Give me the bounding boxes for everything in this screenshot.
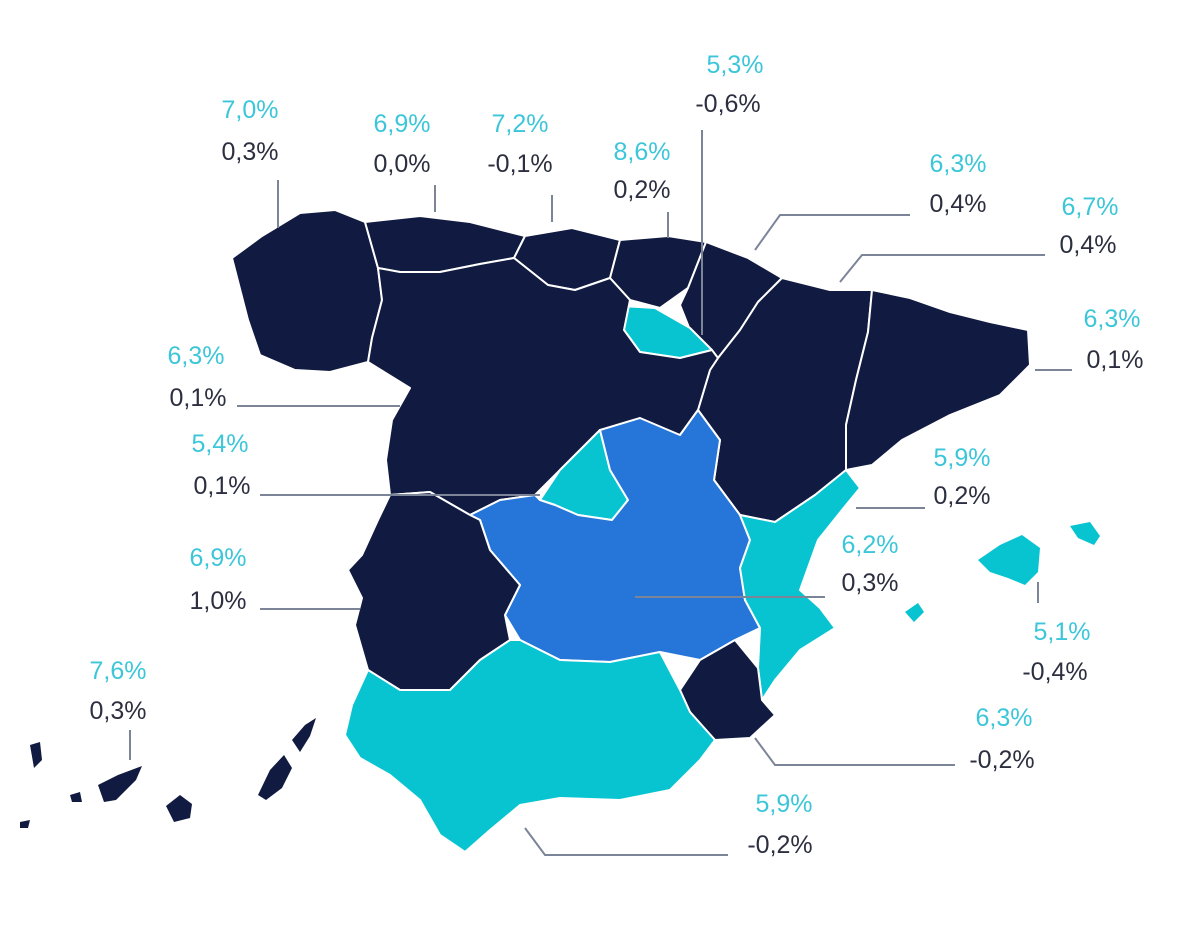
pais-vasco-value-top: 8,6% [614, 138, 671, 166]
leader-lines [129, 130, 1072, 856]
valencia-value-bottom: 0,2% [934, 482, 991, 510]
region-galicia [231, 209, 383, 373]
leader-andalucia [524, 827, 728, 856]
island-gomera [70, 792, 82, 802]
canarias-value-top: 7,6% [90, 657, 147, 685]
cantabria-value-top: 7,2% [492, 110, 549, 138]
extremadura-value-bottom: 1,0% [190, 587, 247, 615]
cantabria-value-bottom: -0,1% [487, 150, 552, 178]
andalucia-value-bottom: -0,2% [747, 831, 812, 859]
la-rioja-value-top: 5,3% [707, 51, 764, 79]
aragon-value-top: 6,7% [1062, 193, 1119, 221]
la-rioja-value-bottom: -0,6% [695, 90, 760, 118]
baleares-value-top: 5,1% [1034, 618, 1091, 646]
island-la-palma [30, 742, 42, 768]
island-fuerteventura [258, 755, 292, 800]
island-tenerife [98, 766, 142, 802]
region-murcia [679, 639, 776, 741]
castilla-leon-value-bottom: 0,1% [170, 384, 227, 412]
valencia-value-top: 5,9% [934, 444, 991, 472]
andalucia-value-top: 5,9% [756, 790, 813, 818]
island-hierro [20, 820, 30, 828]
cataluna-value-top: 6,3% [1084, 305, 1141, 333]
region-labels: 7,0% 0,3% 6,9% 0,0% 7,2% -0,1% 8,6% 0,2%… [90, 51, 1144, 859]
madrid-value-bottom: 0,1% [194, 472, 251, 500]
navarra-value-top: 6,3% [930, 150, 987, 178]
baleares-islands [905, 522, 1100, 622]
leader-aragon [839, 254, 1045, 283]
region-andalucia [344, 639, 716, 853]
murcia-value-bottom: -0,2% [969, 746, 1034, 774]
madrid-value-top: 5,4% [192, 430, 249, 458]
region-cataluna [845, 289, 1031, 471]
island-gran-canaria [166, 795, 192, 822]
asturias-value-bottom: 0,0% [374, 150, 431, 178]
canarias-value-bottom: 0,3% [90, 697, 147, 725]
castilla-la-mancha-value-top: 6,2% [842, 531, 899, 559]
leader-navarra [754, 214, 910, 251]
castilla-leon-value-top: 6,3% [168, 342, 225, 370]
galicia-value-bottom: 0,3% [222, 138, 279, 166]
galicia-value-top: 7,0% [222, 96, 279, 124]
navarra-value-bottom: 0,4% [930, 190, 987, 218]
island-mallorca [978, 535, 1040, 585]
island-lanzarote [292, 718, 316, 752]
aragon-value-bottom: 0,4% [1060, 231, 1117, 259]
pais-vasco-value-bottom: 0,2% [614, 176, 671, 204]
murcia-value-top: 6,3% [976, 704, 1033, 732]
island-ibiza [905, 603, 924, 622]
castilla-la-mancha-value-bottom: 0,3% [842, 569, 899, 597]
regions [231, 209, 1031, 853]
island-menorca [1070, 522, 1100, 545]
leader-murcia [754, 737, 955, 766]
asturias-value-top: 6,9% [374, 110, 431, 138]
cataluna-value-bottom: 0,1% [1087, 346, 1144, 374]
extremadura-value-top: 6,9% [190, 544, 247, 572]
baleares-value-bottom: -0,4% [1022, 658, 1087, 686]
canarias-islands [20, 718, 316, 828]
